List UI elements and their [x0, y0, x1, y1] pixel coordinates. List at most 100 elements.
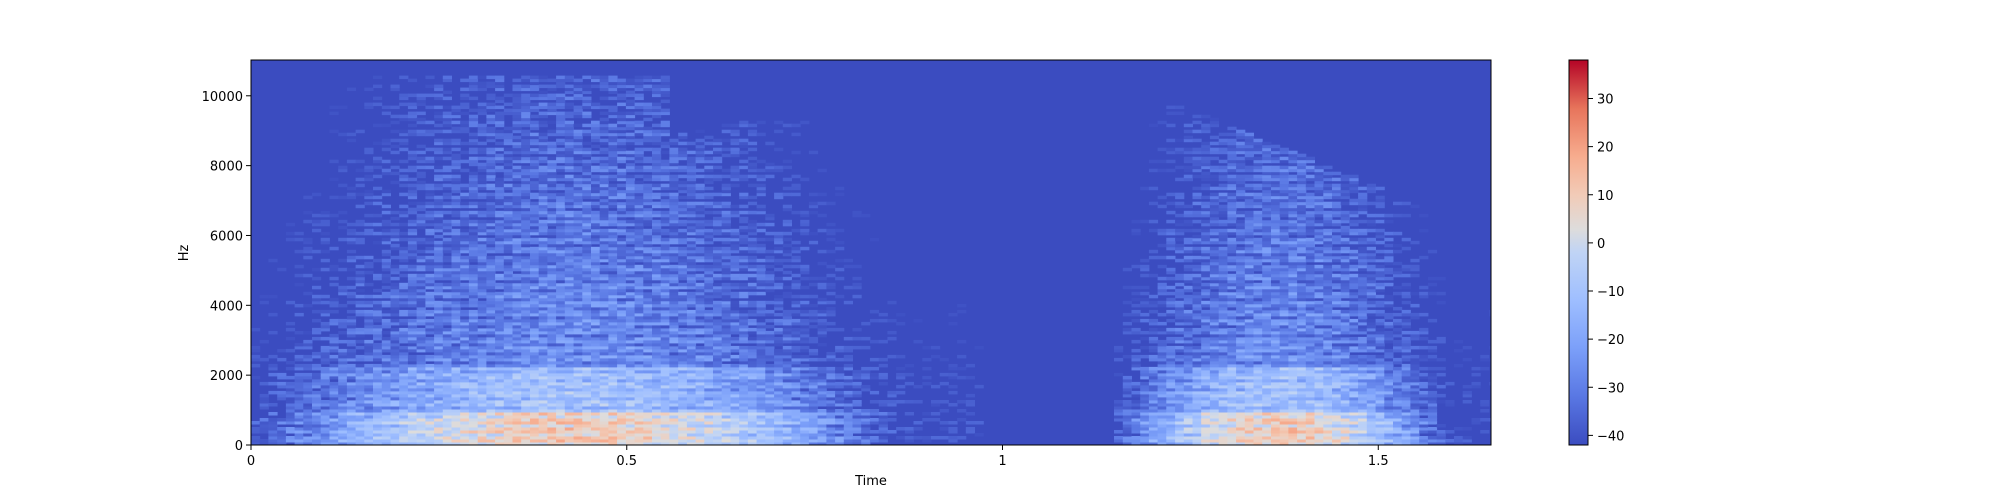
- spectrogram-cell: [608, 138, 618, 143]
- spectrogram-cell: [573, 400, 583, 404]
- spectrogram-cell: [425, 294, 435, 299]
- spectrogram-cell: [512, 78, 522, 83]
- spectrogram-cell: [582, 90, 592, 95]
- spectrogram-cell: [730, 439, 740, 443]
- spectrogram-cell: [643, 324, 653, 329]
- spectrogram-cell: [652, 147, 662, 152]
- spectrogram-cell: [582, 424, 592, 428]
- spectrogram-cell: [564, 267, 574, 272]
- spectrogram-cell: [486, 321, 496, 326]
- spectrogram-cell: [407, 348, 418, 353]
- spectrogram-cell: [503, 132, 513, 137]
- spectrogram-cell: [477, 258, 487, 263]
- spectrogram-cell: [730, 237, 740, 242]
- spectrogram-cell: [442, 285, 452, 290]
- spectrogram-cell: [556, 264, 566, 269]
- spectrogram-cell: [686, 243, 697, 248]
- spectrogram-cell: [521, 372, 531, 377]
- spectrogram-cell: [695, 366, 705, 371]
- spectrogram-cell: [442, 342, 452, 347]
- spectrogram-cell: [739, 427, 749, 431]
- spectrogram-cell: [756, 390, 766, 395]
- spectrogram-cell: [477, 393, 487, 398]
- spectrogram-cell: [608, 309, 618, 314]
- spectrogram-cell: [739, 327, 749, 332]
- spectrogram-cell: [538, 237, 548, 242]
- spectrogram-cell: [678, 418, 688, 422]
- spectrogram-cell: [468, 375, 479, 380]
- spectrogram-cell: [686, 249, 697, 254]
- spectrogram-cell: [399, 246, 409, 251]
- spectrogram-cell: [669, 421, 679, 425]
- spectrogram-cell: [442, 327, 452, 332]
- spectrogram-cell: [634, 237, 644, 242]
- spectrogram-cell: [512, 213, 522, 218]
- spectrogram-cell: [477, 204, 487, 209]
- spectrogram-cell: [634, 252, 644, 257]
- spectrogram-cell: [643, 396, 653, 401]
- spectrogram-cell: [617, 327, 627, 332]
- spectrogram-cell: [434, 336, 444, 341]
- spectrogram-cell: [320, 267, 330, 272]
- spectrogram-cell: [434, 324, 444, 329]
- spectrogram-cell: [660, 339, 670, 344]
- spectrogram-cell: [477, 279, 487, 284]
- spectrogram-cell: [416, 150, 426, 155]
- spectrogram-cell: [468, 285, 479, 290]
- spectrogram-cell: [460, 219, 470, 224]
- spectrogram-cell: [721, 174, 731, 179]
- spectrogram-cell: [390, 348, 400, 353]
- spectrogram-cell: [617, 393, 627, 398]
- spectrogram-cell: [617, 439, 627, 443]
- spectrogram-cell: [538, 186, 548, 191]
- spectrogram-cell: [259, 403, 269, 407]
- spectrogram-cell: [704, 312, 714, 317]
- spectrogram-cell: [425, 390, 435, 395]
- spectrogram-cell: [704, 282, 714, 287]
- spectrogram-cell: [294, 433, 304, 437]
- spectrogram-cell: [346, 403, 357, 407]
- spectrogram-cell: [399, 255, 409, 260]
- spectrogram-cell: [634, 318, 644, 323]
- spectrogram-cell: [695, 234, 705, 239]
- spectrogram-cell: [608, 264, 618, 269]
- spectrogram-cell: [556, 439, 566, 443]
- spectrogram-cell: [285, 415, 296, 419]
- spectrogram-cell: [390, 363, 400, 368]
- spectrogram-cell: [538, 174, 548, 179]
- spectrogram-cell: [477, 168, 487, 173]
- spectrogram-cell: [564, 114, 574, 119]
- spectrogram-cell: [346, 192, 357, 197]
- spectrogram-cell: [669, 354, 679, 359]
- spectrogram-cell: [652, 418, 662, 422]
- spectrogram-cell: [312, 285, 322, 290]
- spectrogram-cell: [547, 261, 557, 266]
- spectrogram-cell: [425, 228, 435, 233]
- spectrogram-cell: [573, 264, 583, 269]
- spectrogram-cell: [625, 309, 636, 314]
- spectrogram-cell: [617, 285, 627, 290]
- spectrogram-cell: [625, 294, 636, 299]
- spectrogram-cell: [285, 375, 296, 380]
- spectrogram-cell: [582, 237, 592, 242]
- spectrogram-cell: [739, 406, 749, 410]
- spectrogram-cell: [338, 375, 348, 380]
- spectrogram-cell: [530, 415, 540, 419]
- spectrogram-cell: [425, 204, 435, 209]
- spectrogram-cell: [434, 174, 444, 179]
- spectrogram-cell: [739, 351, 749, 356]
- spectrogram-cell: [425, 309, 435, 314]
- spectrogram-cell: [390, 87, 400, 92]
- spectrogram-cell: [747, 282, 758, 287]
- spectrogram-cell: [381, 372, 391, 377]
- spectrogram-cell: [512, 159, 522, 164]
- spectrogram-cell: [512, 93, 522, 98]
- spectrogram-cell: [312, 415, 322, 419]
- spectrogram-cell: [564, 156, 574, 161]
- spectrogram-cell: [407, 252, 418, 257]
- spectrogram-cell: [608, 427, 618, 431]
- spectrogram-cell: [599, 333, 609, 338]
- spectrogram-cell: [407, 150, 418, 155]
- spectrogram-cell: [556, 375, 566, 380]
- spectrogram-cell: [416, 207, 426, 212]
